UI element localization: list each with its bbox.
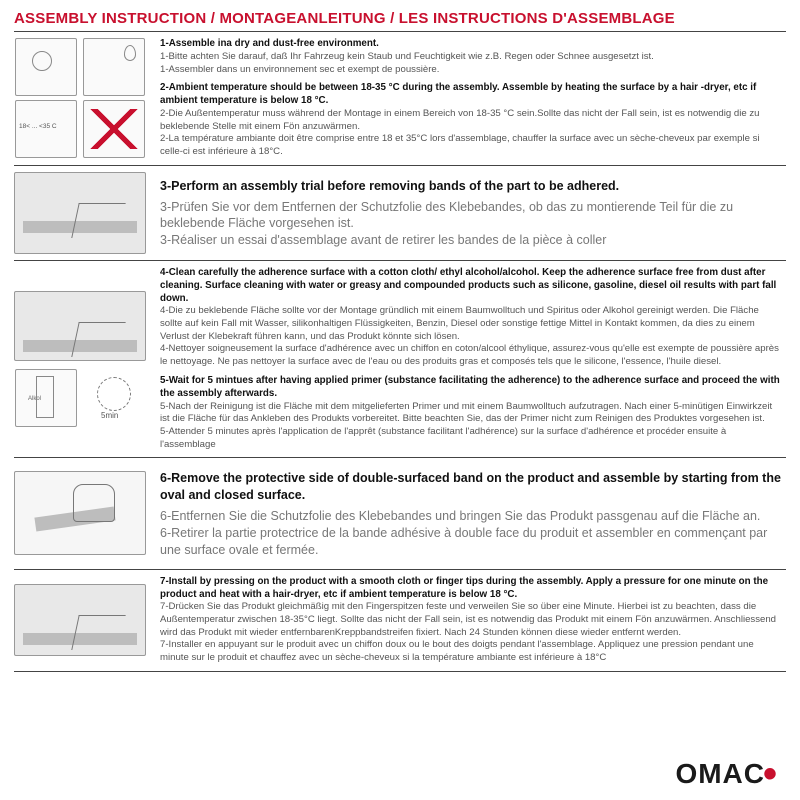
step2-en: 2-Ambient temperature should be between … [160,82,782,108]
thermometer-icon [15,100,77,158]
step6-de: 6-Entfernen Sie die Schutzfolie des Kleb… [160,508,782,525]
step-row-1: 1-Assemble ina dry and dust-free environ… [14,31,786,165]
step-1-diagram [14,32,152,165]
step-row-4: 6-Remove the protective side of double-s… [14,457,786,568]
logo-text: OMAC [675,758,765,789]
wait-5min-icon [83,369,145,427]
step2-fr: 2-La température ambiante doit être comp… [160,133,782,158]
alcohol-bottle-icon [15,369,77,427]
brand-logo: OMAC• [675,758,778,790]
step6-en: 6-Remove the protective side of double-s… [160,470,782,504]
step5-en: 5-Wait for 5 mintues after having applie… [160,375,782,401]
page-title: ASSEMBLY INSTRUCTION / MONTAGEANLEITUNG … [14,10,786,27]
trial-fit-icon [14,172,146,254]
step7-de: 7-Drücken Sie das Produkt gleichmäßig mi… [160,601,782,639]
sun-icon [15,38,77,96]
step3-en: 3-Perform an assembly trial before remov… [160,178,782,195]
step7-fr: 7-Installer en appuyant sur le produit a… [160,639,782,664]
logo-dot-icon: • [763,752,778,796]
step1-en: 1-Assemble ina dry and dust-free environ… [160,38,782,51]
step-4-5-diagram [14,261,152,458]
moisture-icon [83,38,145,96]
press-install-icon [14,584,146,656]
step5-de: 5-Nach der Reinigung ist die Fläche mit … [160,401,782,426]
step-7-diagram [14,570,152,671]
step4-en: 4-Clean carefully the adherence surface … [160,267,782,306]
step7-en: 7-Install by pressing on the product wit… [160,576,782,602]
step-row-3: 4-Clean carefully the adherence surface … [14,260,786,458]
step-row-2: 3-Perform an assembly trial before remov… [14,165,786,260]
step-3-diagram [14,166,152,260]
step3-fr: 3-Réaliser un essai d'assemblage avant d… [160,232,782,249]
step2-de: 2-Die Außentemperatur muss während der M… [160,108,782,133]
step-6-diagram [14,458,152,568]
step1-de: 1-Bitte achten Sie darauf, daß Ihr Fahrz… [160,51,782,64]
step1-fr: 1-Assembler dans un environnement sec et… [160,64,782,77]
step-row-5: 7-Install by pressing on the product wit… [14,569,786,672]
step3-de: 3-Prüfen Sie vor dem Entfernen der Schut… [160,199,782,233]
step5-fr: 5-Attender 5 minutes après l'application… [160,426,782,451]
step-1-text: 1-Assemble ina dry and dust-free environ… [152,32,786,165]
clean-surface-icon [14,291,146,361]
peel-tape-icon [14,471,146,555]
step6-fr: 6-Retirer la partie protectrice de la ba… [160,525,782,559]
step-4-5-text: 4-Clean carefully the adherence surface … [152,261,786,458]
step4-fr: 4-Nettoyer soigneusement la surface d'ad… [160,343,782,368]
no-rain-icon [83,100,145,158]
step-3-text: 3-Perform an assembly trial before remov… [152,166,786,260]
step-6-text: 6-Remove the protective side of double-s… [152,458,786,568]
step-7-text: 7-Install by pressing on the product wit… [152,570,786,671]
step4-de: 4-Die zu beklebende Fläche sollte vor de… [160,305,782,343]
